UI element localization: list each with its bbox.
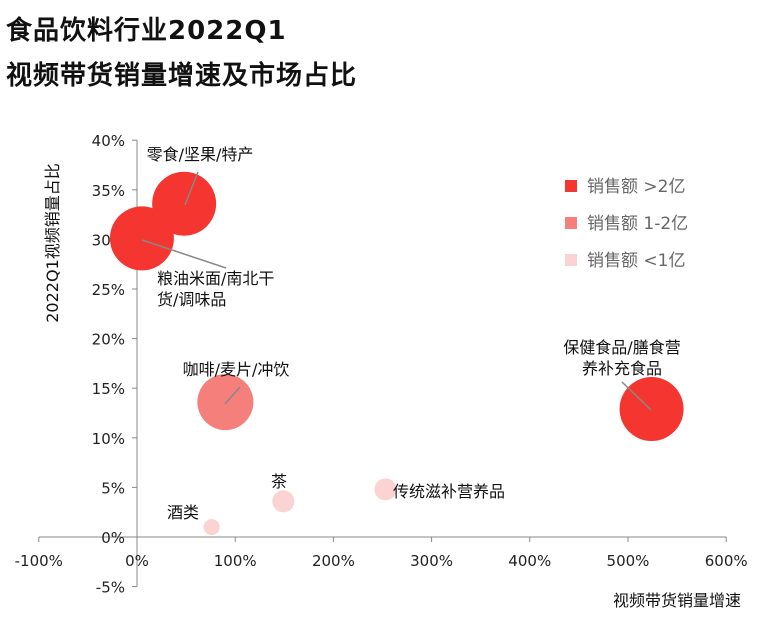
bubble-label: 茶 [271,472,287,491]
y-tick-label: -5% [96,579,125,597]
x-tick-label: 300% [410,552,453,570]
x-axis-label: 视频带货销量增速 [613,591,741,610]
leader-line [621,381,652,411]
chart-title-line-1: 食品饮料行业2022Q1 [6,16,287,46]
bubble [203,519,220,536]
x-tick-label: -100% [15,552,63,570]
x-tick-label: 0% [125,552,149,570]
y-tick-label: 35% [92,182,125,200]
x-tick-label: 400% [508,552,551,570]
bubble-label: 保健食品/膳食营养补充食品 [563,338,680,378]
bubble [197,374,254,431]
legend-label: 销售额 1-2亿 [587,214,688,234]
chart-title-line-2: 视频带货销量增速及市场占比 [6,61,358,91]
legend-label: 销售额 >2亿 [587,177,685,197]
legend-swatch [565,254,577,266]
bubbles [109,171,684,536]
bubble [272,490,295,513]
bubble-label: 粮油米面/南北干货/调味品 [157,269,274,309]
y-tick-label: 15% [92,380,125,398]
bubble-labels: 零食/坚果/特产粮油米面/南北干货/调味品保健食品/膳食营养补充食品咖啡/麦片/… [141,145,681,522]
y-tick-label: 5% [101,479,125,497]
bubble-label: 零食/坚果/特产 [147,145,254,164]
legend-swatch [565,217,577,229]
legend-label: 销售额 <1亿 [587,251,685,271]
y-tick-label: 10% [92,430,125,448]
bubble [109,206,174,271]
y-tick-label: 25% [92,281,125,299]
bubble [152,171,217,236]
y-tick-label: 0% [101,529,125,547]
x-tick-label: 600% [705,552,748,570]
legend-swatch [565,180,577,192]
bubble-label: 咖啡/麦片/冲饮 [183,360,290,379]
bubble [374,478,397,501]
x-tick-label: 200% [312,552,355,570]
x-tick-label: 500% [607,552,650,570]
y-axis-label: 2022Q1视频销量占比 [43,163,62,323]
y-tick-label: 20% [92,331,125,349]
leader-line [184,171,199,206]
leader-line [224,386,241,405]
y-tick-label: 40% [92,132,125,150]
bubble [619,377,684,442]
bubble-label: 传统滋补营养品 [393,482,505,501]
x-tick-label: 100% [214,552,257,570]
bubble-label: 酒类 [167,503,199,522]
leader-line [141,239,227,269]
